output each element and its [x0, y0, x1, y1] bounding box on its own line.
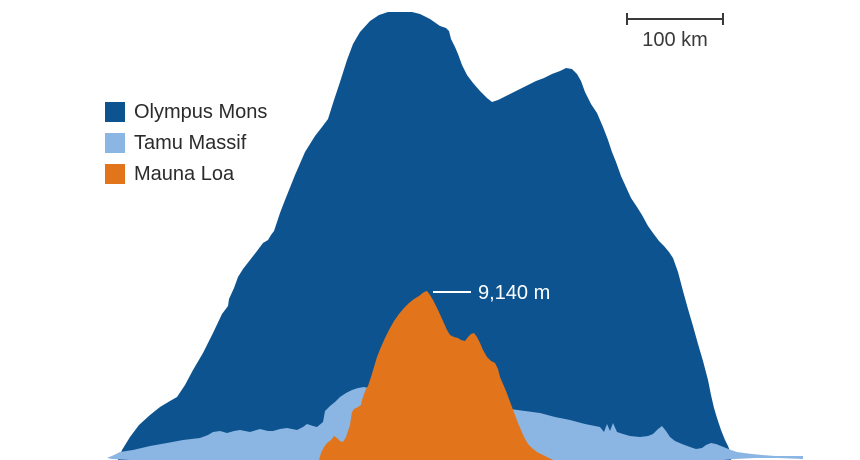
legend-item-olympus-mons: Olympus Mons [105, 100, 268, 123]
scale-bar-rule [626, 18, 724, 20]
scale-bar-tick-right [722, 13, 724, 25]
scale-bar-line [626, 13, 724, 25]
legend-item-tamu-massif: Tamu Massif [105, 131, 267, 154]
profile-olympus-mons [117, 12, 731, 460]
legend-swatch-mauna-loa [105, 164, 125, 184]
legend-label-mauna-loa: Mauna Loa [134, 162, 235, 185]
legend-item-mauna-loa: Mauna Loa [105, 162, 267, 185]
legend-label-tamu-massif: Tamu Massif [134, 131, 247, 154]
legend-label-olympus-mons: Olympus Mons [134, 100, 268, 123]
profile-mauna-loa [319, 291, 553, 460]
annotation-label: 9,140 m [478, 282, 550, 304]
legend: Olympus Mons Tamu Massif Mauna Loa [105, 100, 268, 195]
legend-swatch-olympus-mons [105, 102, 125, 122]
profiles-group [107, 12, 803, 460]
scale-bar-label: 100 km [642, 29, 708, 51]
scale-bar: 100 km [626, 13, 724, 52]
legend-swatch-tamu-massif [105, 133, 125, 153]
